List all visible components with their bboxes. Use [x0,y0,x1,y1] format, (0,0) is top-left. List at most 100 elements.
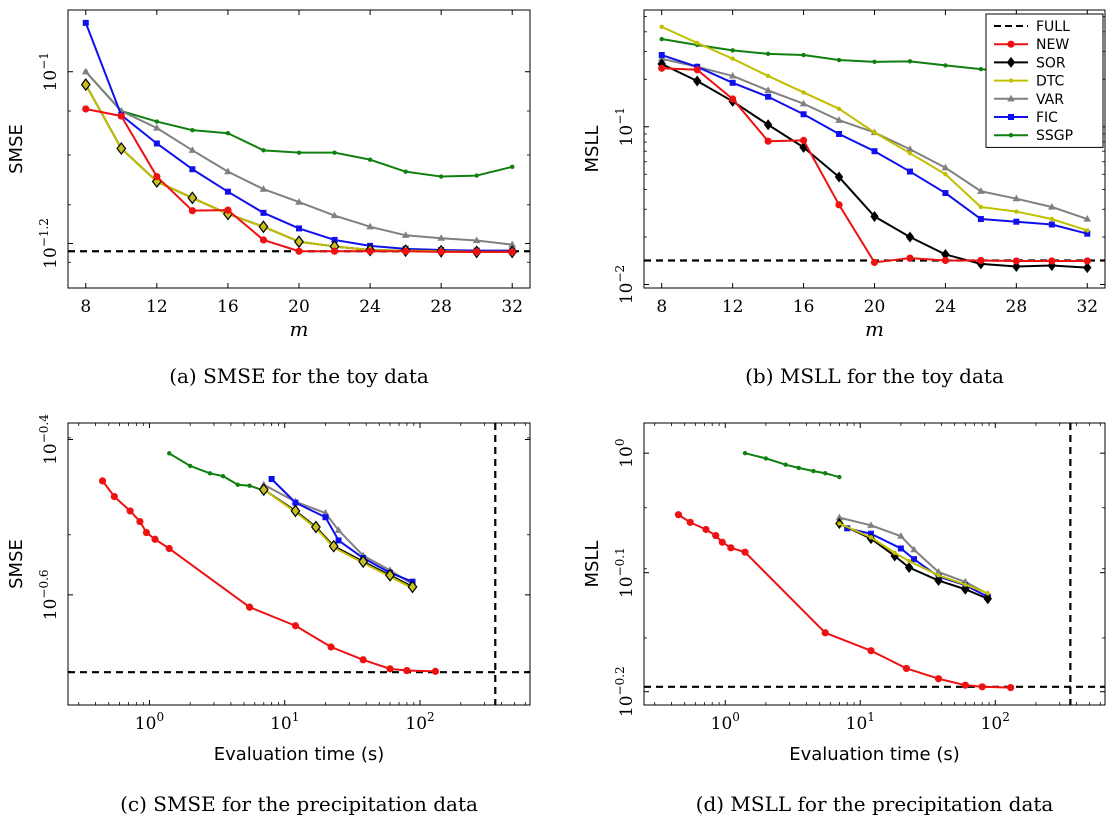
series-dtc [258,483,418,594]
point-var [977,187,985,194]
x-tick-label: 32 [1076,297,1098,317]
point-dtc [730,56,735,61]
point-var [437,234,445,241]
point-new [978,683,986,691]
point-new [291,622,300,630]
x-tick-label: 8 [656,297,667,317]
legend-marker [1008,78,1014,83]
point-new [142,528,151,537]
point-ssgp [187,463,193,469]
y-axis-label: SMSE [6,539,27,589]
panel-caption: (d) MSLL for the precipitation data [696,792,1054,816]
point-fic [153,140,160,147]
x-axis-label: Evaluation time (s) [789,744,960,765]
legend-label: VAR [1036,92,1064,108]
point-var [330,211,339,219]
legend-marker [1007,94,1015,102]
point-ssgp [403,169,408,174]
y-tick-label: 10−0.4 [37,414,61,465]
point-dtc [765,73,771,79]
point-new [835,201,843,209]
point-sor [763,119,773,131]
point-fic [977,216,984,223]
panel-caption: (a) SMSE for the toy data [169,364,429,388]
point-var [1048,202,1056,210]
point-new [403,666,411,675]
x-tick-label: 8 [80,297,91,317]
point-ssgp [796,465,801,471]
point-dtc [1085,228,1090,233]
point-new [165,544,173,553]
point-new [686,518,694,526]
point-var [334,526,343,533]
x-tick-label: 100 [711,710,740,734]
point-fic [1013,218,1020,225]
plot-frame [643,422,1106,706]
point-fic [260,209,267,216]
point-new [366,247,374,255]
panel-a-toy-smse: 8 12 16 20 24 28 32 10−1 10−1.2 m SMSE (a) SMSE for… [6,9,531,388]
point-ssgp [837,474,842,480]
point-ssgp [332,150,337,155]
point-var [910,545,918,553]
point-ssgp [261,148,266,153]
point-sor-overlay [328,539,339,553]
panel-b-toy-msll: 8 12 16 20 24 28 32 10−1 10−2 m MSLL (b) MSLL for t… [582,9,1106,388]
series-line-fic [84,22,513,252]
legend: FULL NEW SOR DTC VAR FIC SSGP [985,13,1104,148]
point-fic [729,79,736,86]
point-new [718,538,726,546]
point-var [401,231,410,238]
point-sor-overlay [294,235,304,249]
point-dtc [801,90,806,95]
point-new [1012,257,1020,265]
point-ssgp [296,150,302,155]
point-var [728,71,737,79]
point-new [729,95,737,103]
point-var [835,513,844,521]
point-sor-overlay [258,483,269,497]
x-axis-label: m [290,317,309,341]
panel-caption: (c) SMSE for the precipitation data [120,792,478,816]
point-sor-overlay [258,220,269,234]
point-ssgp [943,63,948,68]
point-fic [1048,221,1055,228]
point-ssgp [765,51,771,57]
x-tick-label: 101 [270,710,299,734]
point-var [657,54,666,62]
legend-label: SOR [1036,55,1066,71]
y-axis-label: MSLL [582,125,603,172]
point-sor-overlay [358,555,369,569]
legend-item-ssgp: SSGP [994,128,1073,144]
point-new [126,507,134,515]
point-new [764,137,772,145]
panel-caption: (b) MSLL for the toy data [745,364,1004,388]
point-ssgp [367,157,373,162]
point-new [941,256,950,265]
y-tick-label: 10−1 [37,52,61,91]
point-ssgp [836,57,842,63]
point-dtc [906,558,912,564]
point-ssgp [907,59,913,64]
point-var [1012,194,1021,202]
point-new [386,665,394,673]
series-ssgp [167,451,266,493]
point-fic [1084,230,1091,237]
x-tick-label: 28 [430,297,452,317]
point-sor-overlay [187,191,198,205]
point-sor [905,231,915,243]
point-ssgp [220,473,226,479]
point-var [508,240,517,248]
x-tick-label: 16 [793,297,815,317]
legend-item-new: NEW [994,37,1069,53]
series-new [658,64,1091,267]
point-var [906,145,914,152]
point-ssgp [438,174,444,179]
point-dtc [963,582,968,587]
point-new [934,675,943,683]
point-fic [836,130,843,137]
x-tick-label: 102 [405,710,434,734]
point-ssgp [730,48,735,53]
point-var [941,163,950,171]
